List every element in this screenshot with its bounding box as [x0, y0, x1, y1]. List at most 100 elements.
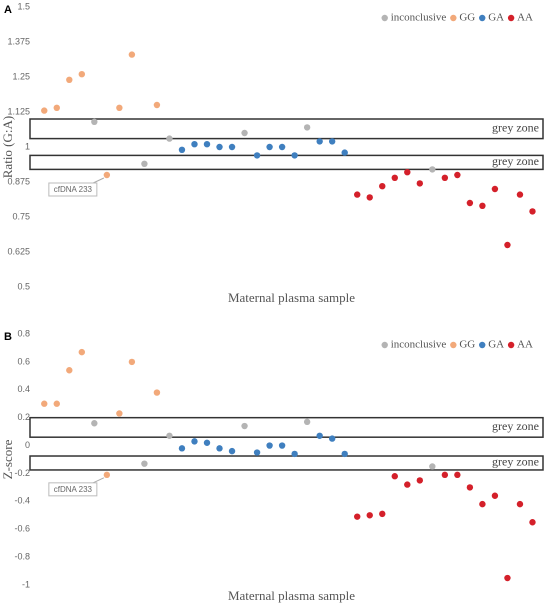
- data-point: [416, 477, 424, 484]
- y-tick-label: 0.5: [17, 281, 30, 291]
- y-tick-label: 1.25: [12, 71, 30, 81]
- y-tick-label: 1.125: [7, 106, 30, 116]
- callout-box: [48, 182, 98, 197]
- legend-marker: [381, 341, 388, 349]
- panel-label: A: [4, 4, 12, 16]
- data-point: [53, 400, 60, 407]
- data-point: [278, 143, 286, 151]
- data-point: [91, 420, 98, 427]
- panel: A Ratio (G:A) Maternal plasma sample 0.5 0.6…: [0, 1, 544, 305]
- data-point: [303, 124, 311, 131]
- data-point: [441, 471, 449, 479]
- y-tick-label: 0.625: [7, 246, 30, 256]
- data-point: [103, 471, 111, 479]
- data-point: [429, 166, 436, 173]
- data-point: [479, 500, 486, 508]
- y-tick-label: -0.8: [14, 551, 30, 561]
- data-point: [529, 208, 536, 215]
- grey-zone-label: grey zone: [492, 419, 539, 433]
- data-point: [379, 510, 386, 518]
- x-axis-title: Maternal plasma sample: [228, 588, 355, 603]
- data-point: [516, 500, 524, 508]
- y-tick-label: -1: [22, 579, 30, 589]
- data-point: [278, 442, 286, 449]
- data-point: [341, 450, 348, 458]
- legend-marker: [450, 341, 457, 349]
- data-point: [354, 191, 361, 198]
- data-point: [291, 152, 298, 159]
- data-point: [41, 400, 48, 407]
- y-tick-label: 1.5: [17, 1, 30, 11]
- data-point: [504, 241, 511, 249]
- data-point: [203, 141, 211, 148]
- data-point: [128, 358, 136, 366]
- legend-marker: [479, 341, 486, 349]
- data-point: [404, 481, 411, 488]
- data-point: [191, 438, 198, 445]
- y-tick-label: 1: [25, 141, 30, 151]
- data-point: [53, 104, 60, 112]
- data-point: [316, 138, 323, 145]
- data-point: [228, 447, 236, 455]
- data-point: [516, 191, 524, 198]
- data-point: [316, 432, 323, 439]
- data-point: [479, 202, 486, 209]
- data-point: [391, 473, 398, 480]
- y-tick-label: 0.75: [12, 211, 30, 221]
- legend-marker: [507, 14, 515, 22]
- y-tick-label: 0.8: [17, 328, 30, 338]
- data-point: [454, 471, 461, 479]
- data-point: [366, 194, 373, 201]
- data-point: [203, 439, 211, 446]
- data-point: [504, 574, 511, 582]
- data-point: [529, 519, 536, 526]
- data-point: [491, 185, 499, 193]
- data-point: [41, 107, 48, 114]
- legend-marker: [479, 14, 486, 22]
- data-point: [66, 76, 73, 84]
- legend-label: inconclusive: [391, 12, 447, 24]
- data-point: [328, 138, 336, 145]
- y-axis-title: Z-score: [0, 439, 15, 479]
- y-tick-label: -0.6: [14, 524, 30, 534]
- data-point: [253, 449, 261, 456]
- data-point: [241, 422, 248, 430]
- data-point: [66, 367, 73, 374]
- data-point: [141, 160, 148, 167]
- data-point: [178, 445, 186, 452]
- grey-zone-box: [29, 416, 544, 438]
- data-point: [153, 101, 161, 109]
- data-point: [291, 450, 298, 458]
- data-point: [116, 104, 123, 112]
- data-point: [379, 183, 386, 190]
- data-point: [241, 129, 248, 137]
- annotation: cfDNA 233: [54, 485, 93, 494]
- data-point: [404, 169, 411, 176]
- legend-label: GA: [488, 339, 504, 351]
- grey-zone-box: [29, 455, 544, 471]
- y-tick-label: 0.4: [17, 384, 30, 394]
- legend: inconclusive GG GA AA: [381, 12, 533, 24]
- data-point: [166, 432, 173, 439]
- data-point: [491, 492, 499, 499]
- grey-zone-label: grey zone: [492, 455, 539, 469]
- data-point: [266, 442, 273, 449]
- data-point: [466, 199, 474, 207]
- data-point: [103, 171, 111, 179]
- data-point: [91, 118, 98, 126]
- legend-marker: [507, 341, 515, 349]
- y-tick-label: 0.6: [17, 356, 30, 366]
- data-point: [454, 171, 461, 179]
- data-point: [78, 71, 86, 78]
- data-point: [466, 484, 474, 491]
- legend: inconclusive GG GA AA: [381, 339, 533, 351]
- legend-marker: [450, 14, 457, 22]
- legend-label: GA: [488, 12, 504, 24]
- y-tick-label: 0: [25, 440, 30, 450]
- legend-label: AA: [517, 12, 533, 24]
- data-point: [266, 143, 273, 151]
- data-point: [178, 146, 186, 153]
- y-tick-label: 1.375: [7, 36, 30, 46]
- y-tick-label: -0.4: [14, 496, 30, 506]
- data-point: [141, 460, 148, 467]
